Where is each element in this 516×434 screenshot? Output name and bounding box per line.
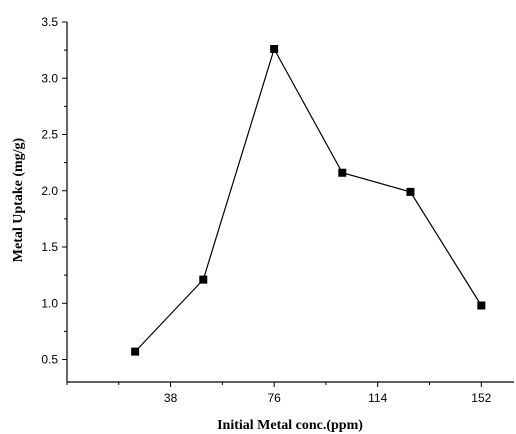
x-tick-labels: 38 76 114 152 [164,391,492,405]
y-tick-label: 2.5 [41,128,58,142]
series-points-group [131,45,486,356]
y-axis-title: Metal Uptake (mg/g) [11,137,26,262]
data-point [406,187,415,196]
data-point [131,347,140,356]
y-tick-labels: 0.5 1.0 1.5 2.0 2.5 3.0 3.5 [41,15,58,367]
y-tick-label: 2.0 [41,184,58,198]
data-point [338,168,347,177]
y-tick-label: 3.0 [41,71,58,85]
x-tick-label: 152 [471,391,491,405]
x-tick-label: 38 [164,391,178,405]
y-tick-label: 1.0 [41,296,58,310]
x-tick-label: 76 [267,391,281,405]
y-tick-label: 3.5 [41,15,58,29]
series-line [134,47,482,353]
data-point [477,301,486,310]
y-tick-label: 0.5 [41,353,58,367]
data-point [270,45,279,53]
series-line-group [134,47,482,353]
axes [62,21,514,387]
x-axis-title: Initial Metal conc.(ppm) [217,418,363,433]
x-tick-label: 114 [368,391,387,405]
data-point [199,275,208,284]
y-tick-label: 1.5 [41,240,58,254]
